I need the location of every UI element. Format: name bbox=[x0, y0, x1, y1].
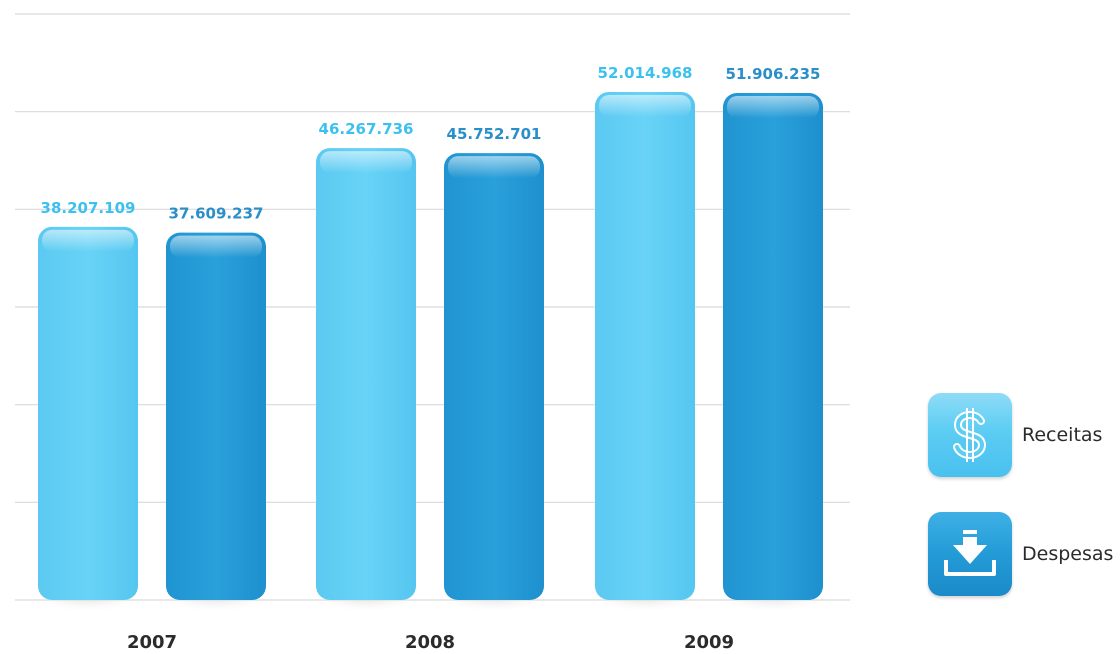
bar-receitas-2007 bbox=[38, 226, 138, 600]
data-label-receitas-2007: 38.207.109 bbox=[41, 199, 136, 217]
bar-receitas-2009 bbox=[595, 91, 695, 600]
bar-gloss bbox=[448, 156, 540, 179]
x-tick-label-2008: 2008 bbox=[405, 632, 455, 653]
data-label-despesas-2007: 37.609.237 bbox=[169, 205, 264, 223]
bar-despesas-2009 bbox=[723, 93, 823, 600]
bar-chart: 38.207.109 37.609.237 46.267.736 45.752.701… bbox=[15, 13, 850, 653]
bar-gloss bbox=[727, 96, 819, 119]
bar-reflection bbox=[36, 594, 140, 626]
legend-label-despesas: Despesas bbox=[1022, 543, 1114, 565]
bar-reflection bbox=[593, 594, 697, 626]
data-label-despesas-2009: 51.906.235 bbox=[726, 65, 821, 83]
download-tray-icon bbox=[928, 512, 1012, 596]
bar-despesas-2008 bbox=[444, 153, 544, 600]
data-label-receitas-2009: 52.014.968 bbox=[598, 64, 693, 82]
bar-reflection bbox=[164, 594, 268, 626]
bar-reflection bbox=[721, 594, 825, 626]
data-label-despesas-2008: 45.752.701 bbox=[447, 125, 542, 143]
legend-item-despesas: Despesas bbox=[928, 512, 1113, 596]
bar-gloss bbox=[170, 235, 262, 258]
bar-gloss bbox=[42, 229, 134, 252]
dollar-sign-icon bbox=[928, 393, 1012, 477]
legend-item-receitas: Receitas bbox=[928, 393, 1102, 477]
bar-receitas-2008 bbox=[316, 148, 416, 600]
bar-gloss bbox=[320, 151, 412, 174]
x-tick-label-2009: 2009 bbox=[684, 632, 734, 653]
legend-label-receitas: Receitas bbox=[1022, 424, 1103, 446]
bar-reflection bbox=[314, 594, 418, 626]
bar-despesas-2007 bbox=[166, 232, 266, 601]
bar-gloss bbox=[599, 94, 691, 117]
bar-reflection bbox=[442, 594, 546, 626]
x-tick-label-2007: 2007 bbox=[127, 632, 177, 653]
data-label-receitas-2008: 46.267.736 bbox=[319, 120, 414, 138]
